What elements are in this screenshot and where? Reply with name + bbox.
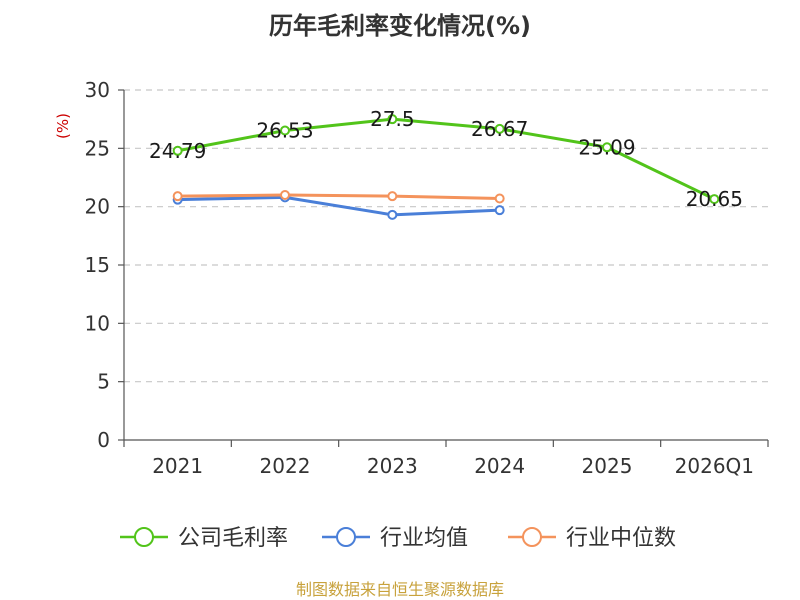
x-tick-label: 2026Q1 <box>675 454 754 478</box>
series-line <box>177 193 500 200</box>
legend: 公司毛利率 行业均值 行业中位数 <box>120 526 676 551</box>
series-line <box>177 117 715 201</box>
y-tick-label: 0 <box>97 428 110 452</box>
data-point <box>602 142 612 153</box>
data-point <box>494 123 505 134</box>
x-tick-label: 2025 <box>582 454 633 478</box>
legend-item-0: 公司毛利率 <box>120 526 288 551</box>
data-label: 26.53 <box>256 118 313 142</box>
series-2 <box>172 190 505 204</box>
y-tick-label: 15 <box>85 253 110 277</box>
y-tick-label: 30 <box>85 78 110 102</box>
data-label: 26.67 <box>471 117 528 141</box>
data-label: 24.79 <box>149 139 206 163</box>
data-point <box>494 205 505 216</box>
data-point <box>709 194 720 205</box>
data-point <box>280 190 290 200</box>
data-point <box>172 145 183 156</box>
legend-label: 行业均值 <box>380 526 468 551</box>
x-tick-label: 2023 <box>367 454 418 478</box>
series-layer: 24.79 26.53 27.5 26.67 25.09 20.65 <box>149 107 743 220</box>
x-tick-label: 2024 <box>474 454 525 478</box>
chart-title: 历年毛利率变化情况(%) <box>269 12 531 40</box>
data-label: 25.09 <box>578 135 635 159</box>
source-note: 制图数据来自恒生聚源数据库 <box>296 580 504 599</box>
x-tick-label: 2022 <box>260 454 311 478</box>
x-tick-label: 2021 <box>152 454 203 478</box>
legend-marker <box>134 527 154 547</box>
series-0: 24.79 26.53 27.5 26.67 25.09 20.65 <box>149 107 743 211</box>
data-label: 27.5 <box>370 107 415 131</box>
data-point <box>387 191 398 202</box>
series-line <box>177 195 500 217</box>
legend-item-1: 行业均值 <box>322 526 468 551</box>
legend-label: 行业中位数 <box>566 526 676 551</box>
data-point <box>387 114 398 125</box>
y-tick-label: 10 <box>85 311 110 335</box>
legend-label: 公司毛利率 <box>178 526 288 551</box>
y-tick-label: 25 <box>85 136 110 160</box>
data-point <box>172 191 183 202</box>
legend-item-2: 行业中位数 <box>508 526 676 551</box>
y-axis-unit-label: (%) <box>54 113 72 139</box>
data-label: 20.65 <box>686 187 743 211</box>
y-tick-label: 20 <box>85 195 110 219</box>
y-tick-label: 5 <box>97 370 110 394</box>
grid-lines <box>124 89 768 383</box>
legend-marker <box>336 527 356 547</box>
legend-marker <box>522 527 542 547</box>
data-point <box>280 125 290 136</box>
data-point <box>494 193 505 204</box>
data-point <box>387 209 398 220</box>
